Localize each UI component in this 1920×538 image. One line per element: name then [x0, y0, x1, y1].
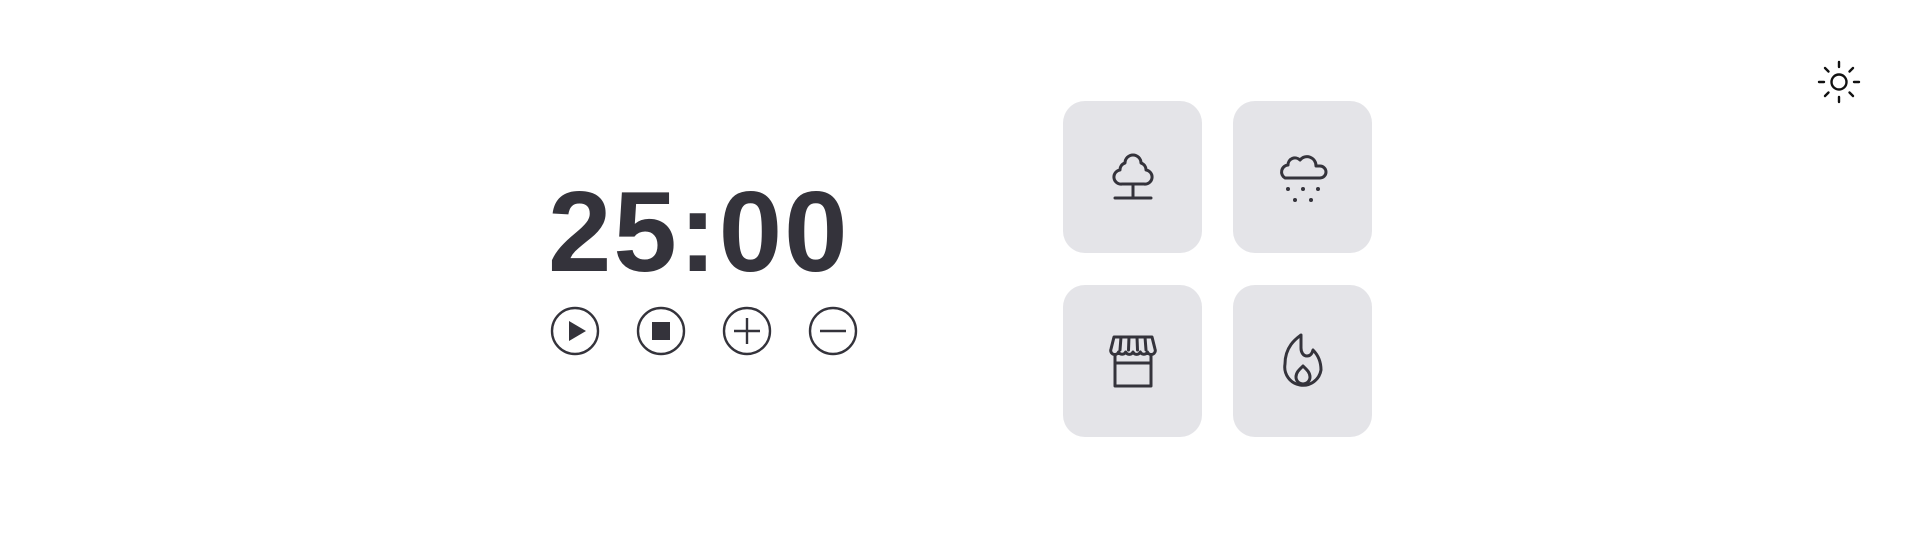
timer: 25:00: [546, 168, 866, 356]
sound-tile-forest[interactable]: [1063, 101, 1202, 253]
flame-icon: [1282, 333, 1322, 387]
decrease-time-button[interactable]: [808, 306, 858, 356]
sound-tile-fireplace[interactable]: [1233, 285, 1372, 437]
sound-tile-coffee-shop[interactable]: [1063, 285, 1202, 437]
plus-icon: [722, 306, 772, 356]
theme-toggle-button[interactable]: [1815, 58, 1863, 106]
sound-tile-rain[interactable]: [1233, 101, 1372, 253]
storefront-icon: [1108, 335, 1157, 388]
play-icon: [550, 306, 600, 356]
tree-icon: [1111, 153, 1154, 200]
increase-time-button[interactable]: [722, 306, 772, 356]
stop-button[interactable]: [636, 306, 686, 356]
rain-cloud-icon: [1279, 155, 1327, 202]
sun-icon: [1817, 60, 1861, 104]
play-button[interactable]: [550, 306, 600, 356]
timer-display: 25:00: [548, 169, 850, 296]
stop-icon: [636, 306, 686, 356]
minus-icon: [808, 306, 858, 356]
sound-grid: [1063, 101, 1372, 437]
timer-controls: [546, 306, 866, 356]
